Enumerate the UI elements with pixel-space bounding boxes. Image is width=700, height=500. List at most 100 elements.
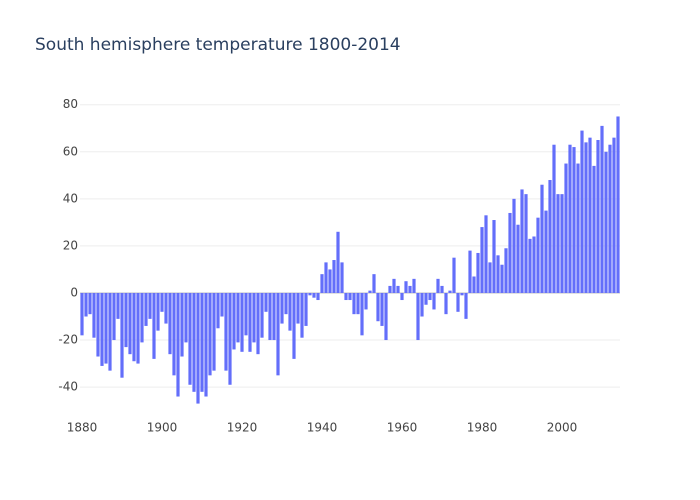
bar	[88, 292, 92, 315]
bar	[500, 264, 504, 293]
bar	[104, 292, 108, 364]
x-tick-label: 1940	[307, 421, 338, 435]
x-tick-label: 1920	[227, 421, 258, 435]
bar	[164, 292, 168, 324]
bar	[136, 292, 140, 364]
bar	[580, 130, 584, 293]
bar	[508, 212, 512, 293]
bar	[560, 194, 564, 293]
bar	[328, 269, 332, 293]
bar	[332, 260, 336, 293]
bar	[524, 194, 528, 293]
bar	[300, 292, 304, 338]
bar	[336, 231, 340, 293]
bar	[420, 292, 424, 317]
bar	[100, 292, 104, 366]
bar	[340, 262, 344, 293]
bar	[592, 165, 596, 293]
bar	[352, 292, 356, 315]
bar	[516, 224, 520, 293]
bar	[128, 292, 132, 355]
bar	[564, 163, 568, 293]
bar	[608, 144, 612, 293]
bar	[256, 292, 260, 355]
bar	[312, 292, 316, 298]
bar	[512, 198, 516, 293]
bar	[472, 276, 476, 293]
bar	[212, 292, 216, 371]
bar	[460, 292, 464, 296]
bar	[424, 292, 428, 305]
bar	[388, 285, 392, 293]
bar	[196, 292, 200, 404]
bar	[112, 292, 116, 341]
bar	[264, 292, 268, 312]
bar	[616, 116, 620, 293]
bar	[116, 292, 120, 319]
bar	[156, 292, 160, 331]
bar	[408, 285, 412, 293]
bar	[192, 292, 196, 392]
bar	[184, 292, 188, 343]
x-tick-label: 1980	[467, 421, 498, 435]
bar	[416, 292, 420, 341]
bar	[568, 144, 572, 293]
bar	[216, 292, 220, 329]
bar	[208, 292, 212, 376]
bar	[596, 140, 600, 293]
bar	[276, 292, 280, 376]
bar	[108, 292, 112, 371]
bar	[240, 292, 244, 352]
bar	[572, 147, 576, 293]
bar	[348, 292, 352, 301]
bar	[132, 292, 136, 362]
bar	[244, 292, 248, 336]
bar	[444, 292, 448, 315]
bar	[548, 180, 552, 293]
y-tick-label: 20	[63, 238, 78, 252]
bar	[536, 217, 540, 293]
bar	[324, 262, 328, 293]
bar	[368, 290, 372, 293]
bar	[432, 292, 436, 310]
bar	[412, 278, 416, 293]
bar	[260, 292, 264, 338]
bar	[584, 142, 588, 293]
y-tick-label: 80	[63, 97, 78, 111]
bar	[612, 137, 616, 293]
bar	[428, 292, 432, 301]
bar	[356, 292, 360, 315]
chart-title: South hemisphere temperature 1800-2014	[35, 35, 401, 55]
bar	[504, 248, 508, 293]
bar	[152, 292, 156, 359]
bar	[476, 252, 480, 293]
bar	[84, 292, 88, 317]
bar	[92, 292, 96, 338]
x-tick-label: 1900	[147, 421, 178, 435]
bar	[604, 151, 608, 293]
bar	[292, 292, 296, 359]
y-tick-label: 0	[70, 285, 78, 299]
bar	[496, 255, 500, 293]
bar	[396, 285, 400, 293]
bar	[272, 292, 276, 341]
bar	[288, 292, 292, 331]
bar	[168, 292, 172, 355]
bar	[576, 163, 580, 293]
bar	[452, 257, 456, 293]
bar	[544, 210, 548, 293]
bar	[372, 274, 376, 293]
y-tick-label: 60	[63, 144, 78, 158]
bar	[284, 292, 288, 315]
bar	[364, 292, 368, 310]
y-tick-label: -20	[58, 333, 78, 347]
bar	[140, 292, 144, 343]
bar	[144, 292, 148, 326]
y-tick-label: -40	[58, 380, 78, 394]
bar	[180, 292, 184, 357]
bar	[384, 292, 388, 341]
bar	[320, 274, 324, 293]
bar	[204, 292, 208, 397]
bar	[188, 292, 192, 385]
